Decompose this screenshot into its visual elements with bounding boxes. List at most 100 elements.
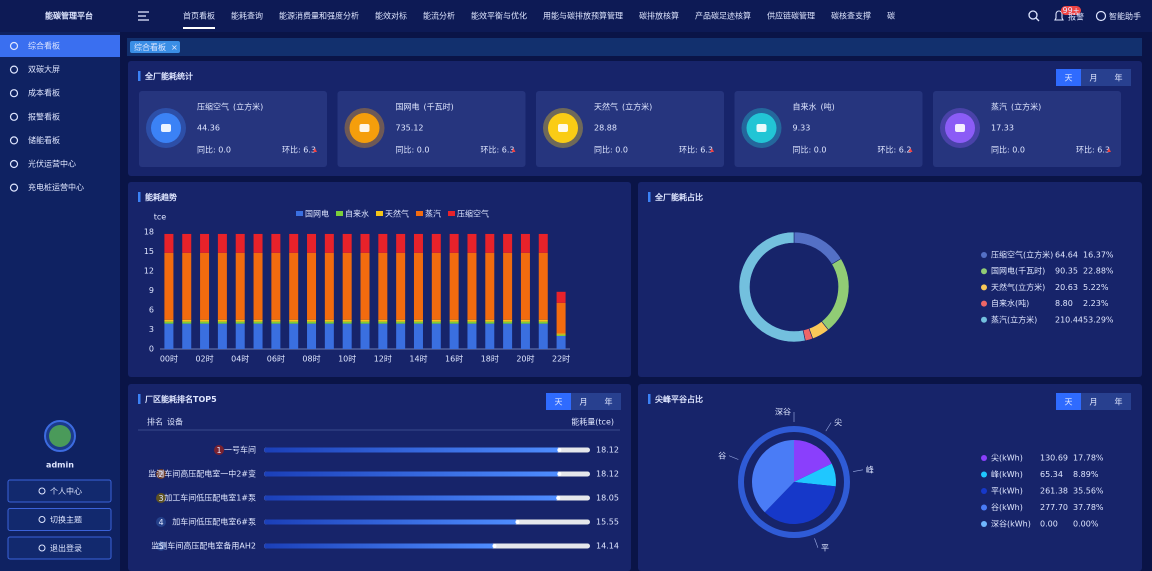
menu-item[interactable]: 双碳大屏	[28, 64, 60, 74]
menu-icon	[9, 183, 19, 192]
tab[interactable]	[130, 41, 180, 53]
bar-segment	[235, 319, 245, 322]
nav-item[interactable]: 碳核查支撑	[831, 11, 871, 21]
button-icon	[38, 487, 46, 495]
device-name: 监测车间高压配电室备用AH2	[151, 541, 256, 551]
nav-item[interactable]: 碳排放核算	[639, 11, 679, 21]
period-toggle[interactable]	[546, 393, 571, 410]
sidebar-button[interactable]	[7, 536, 112, 560]
button-label[interactable]: 个人中心	[50, 486, 82, 496]
bar-segment	[360, 252, 370, 320]
tab-close[interactable]: ×	[171, 43, 178, 52]
bar-segment	[378, 233, 388, 253]
period-label[interactable]: 天	[1065, 398, 1073, 407]
bar-segment	[200, 319, 210, 322]
nav-item[interactable]: 能效平衡与优化	[471, 11, 527, 21]
bar-segment	[449, 321, 459, 324]
card-value: 28.88	[594, 124, 617, 133]
assistant-icon[interactable]	[1095, 10, 1107, 22]
bar-end-dot	[515, 520, 520, 524]
assistant-label[interactable]: 智能助手	[1109, 11, 1141, 21]
button-label[interactable]: 退出登录	[50, 543, 82, 553]
legend-percent: 2.23%	[1083, 299, 1109, 308]
pie-label: 平	[821, 543, 829, 552]
menu-item[interactable]: 综合看板	[28, 41, 60, 51]
pie-slice	[794, 463, 836, 487]
period-toggle[interactable]	[1106, 393, 1131, 410]
period-label[interactable]: 月	[580, 398, 588, 407]
legend-label: 尖(kWh)	[991, 453, 1023, 463]
legend-dot	[981, 504, 987, 511]
period-toggle[interactable]	[571, 393, 596, 410]
search-icon[interactable]	[1028, 10, 1040, 22]
bar-segment	[413, 321, 423, 324]
period-toggle[interactable]	[1106, 69, 1131, 86]
menu-icon	[9, 89, 19, 98]
panel-title-marker	[138, 192, 141, 202]
x-tick-label: 00时	[160, 354, 178, 364]
card-unit: (立方米)	[1011, 102, 1041, 112]
bar-segment	[396, 321, 406, 324]
pie-label: 峰	[866, 464, 874, 474]
rank-value: 18.12	[596, 470, 619, 479]
bar-segment	[520, 252, 530, 320]
y-tick-label: 12	[144, 267, 154, 276]
sidebar-button[interactable]	[7, 479, 112, 503]
panel-title-marker	[138, 394, 141, 404]
period-label[interactable]: 年	[605, 397, 613, 407]
menu-item[interactable]: 成本看板	[28, 88, 60, 98]
menu-item[interactable]: 储能看板	[28, 135, 60, 145]
tab-label[interactable]: 综合看板	[134, 42, 166, 52]
bar-segment	[556, 333, 566, 335]
y-tick-label: 3	[149, 325, 154, 334]
bar-segment	[431, 319, 441, 322]
nav-item[interactable]: 供应链碳管理	[767, 11, 815, 21]
nav-item[interactable]: 用能与碳排放预算管理	[543, 11, 623, 21]
period-label[interactable]: 天	[1065, 74, 1073, 83]
menu-icon[interactable]	[138, 11, 149, 21]
menu-item[interactable]: 光伏运营中心	[28, 159, 76, 169]
nav-item[interactable]: 能耗查询	[231, 11, 263, 21]
period-label[interactable]: 年	[1115, 73, 1123, 83]
period-toggle[interactable]	[596, 393, 621, 410]
rank-value: 15.55	[596, 518, 619, 527]
card-name: 自来水	[793, 102, 817, 112]
nav-item[interactable]: 碳	[887, 11, 895, 21]
period-toggle[interactable]	[1081, 393, 1106, 410]
card-icon-glyph	[558, 124, 568, 132]
menu-item[interactable]: 充电桩运营中心	[28, 182, 84, 192]
nav-item[interactable]: 能流分析	[423, 11, 455, 21]
stat-card	[337, 91, 526, 167]
period-label[interactable]: 月	[1090, 398, 1098, 407]
rank-bar	[264, 543, 495, 549]
period-toggle[interactable]	[1081, 69, 1106, 86]
label-leader	[728, 455, 739, 460]
alarm-label[interactable]: 报警	[1068, 12, 1084, 22]
bar-segment	[200, 233, 210, 253]
bell-icon[interactable]	[1054, 10, 1064, 21]
bar-segment	[164, 319, 174, 322]
button-label[interactable]: 切换主题	[50, 515, 82, 525]
period-toggle[interactable]	[1056, 69, 1081, 86]
menu-item[interactable]: 报警看板	[28, 111, 60, 121]
bar-segment	[271, 233, 281, 253]
period-label[interactable]: 年	[1115, 397, 1123, 407]
bar-segment	[396, 252, 406, 320]
bar-segment	[271, 323, 281, 349]
bar-segment	[217, 252, 227, 320]
nav-item[interactable]: 首页看板	[183, 11, 215, 21]
x-tick-label: 14时	[409, 354, 427, 364]
menu-icon	[9, 41, 19, 51]
legend-label: 压缩空气	[457, 209, 489, 219]
trend-arrow	[511, 148, 516, 152]
nav-item[interactable]: 能源消费量和强度分析	[279, 11, 359, 21]
period-label[interactable]: 月	[1090, 74, 1098, 83]
nav-item[interactable]: 能效对标	[375, 11, 407, 21]
nav-item[interactable]: 产品碳足迹核算	[695, 11, 751, 21]
period-toggle[interactable]	[1056, 393, 1081, 410]
bar-segment	[485, 252, 495, 320]
button-icon	[38, 516, 46, 523]
legend-swatch	[296, 211, 303, 216]
sidebar-button[interactable]	[7, 508, 112, 531]
period-label[interactable]: 天	[555, 398, 563, 407]
